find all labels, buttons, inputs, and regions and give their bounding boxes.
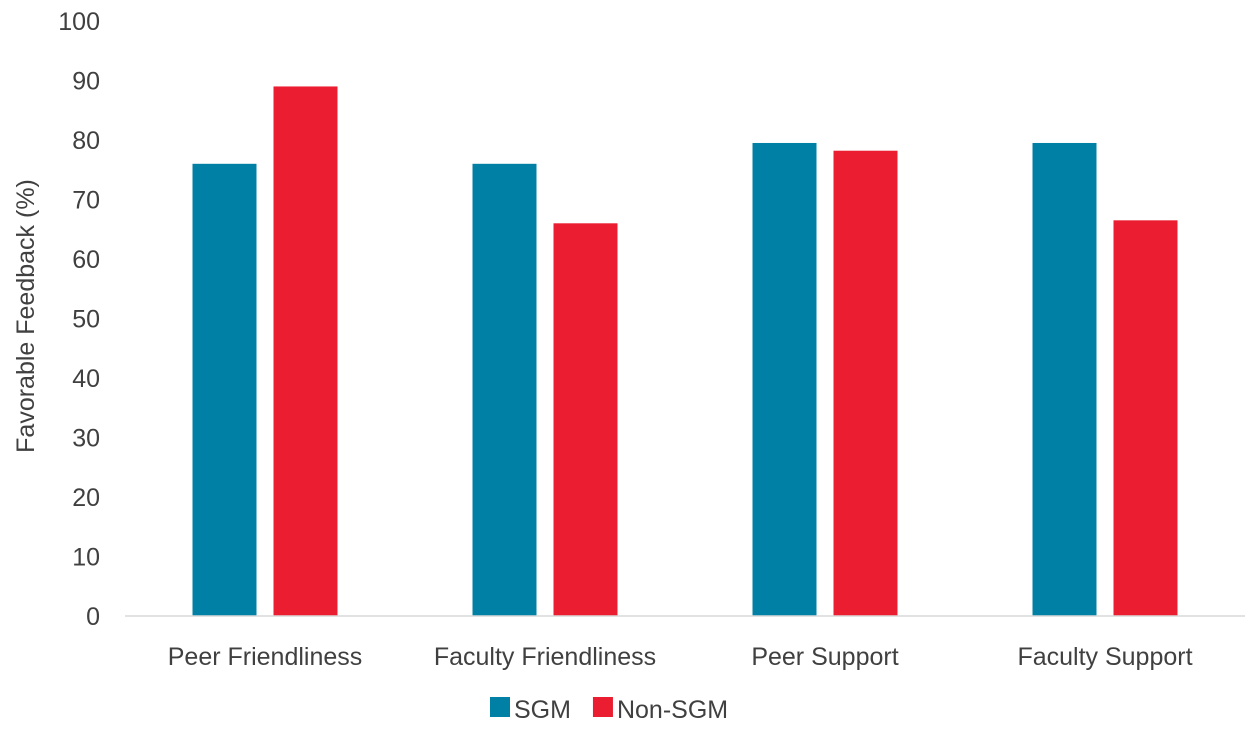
bar-non-sgm-1	[553, 223, 618, 617]
y-axis-ticks: 0 10 20 30 40 50 60 70 80 90 100	[58, 8, 100, 631]
bar-sgm-2	[752, 142, 817, 616]
y-tick-label: 30	[72, 425, 100, 453]
y-tick-label: 10	[72, 544, 100, 572]
x-tick-label: Faculty Friendliness	[434, 643, 656, 671]
x-tick-label: Peer Support	[751, 643, 898, 671]
bar-non-sgm-2	[833, 150, 898, 616]
bar-sgm-1	[472, 163, 537, 617]
bar-sgm-3	[1032, 142, 1097, 616]
y-tick-label: 20	[72, 484, 100, 512]
legend-swatch-non-sgm	[592, 697, 613, 717]
legend-swatch-sgm	[490, 697, 510, 717]
y-tick-label: 100	[58, 8, 100, 36]
bar-non-sgm-0	[273, 86, 338, 616]
legend-label: SGM	[514, 696, 571, 724]
bar-non-sgm-3	[1113, 220, 1178, 616]
bars	[192, 86, 1178, 617]
y-tick-label: 60	[72, 246, 100, 274]
y-tick-label: 90	[72, 68, 100, 96]
y-tick-label: 0	[86, 603, 100, 631]
legend-label: Non-SGM	[617, 696, 728, 724]
y-tick-label: 40	[72, 365, 100, 393]
y-tick-label: 70	[72, 187, 100, 215]
bar-sgm-0	[192, 163, 257, 617]
x-tick-label: Peer Friendliness	[168, 643, 363, 671]
x-axis-ticks: Peer Friendliness Faculty Friendliness Pee…	[168, 643, 1193, 671]
legend: SGM Non-SGM	[490, 696, 728, 724]
y-tick-label: 80	[72, 127, 100, 155]
y-axis-title: Favorable Feedback (%)	[12, 179, 40, 453]
y-tick-label: 50	[72, 306, 100, 334]
x-tick-label: Faculty Support	[1017, 643, 1192, 671]
